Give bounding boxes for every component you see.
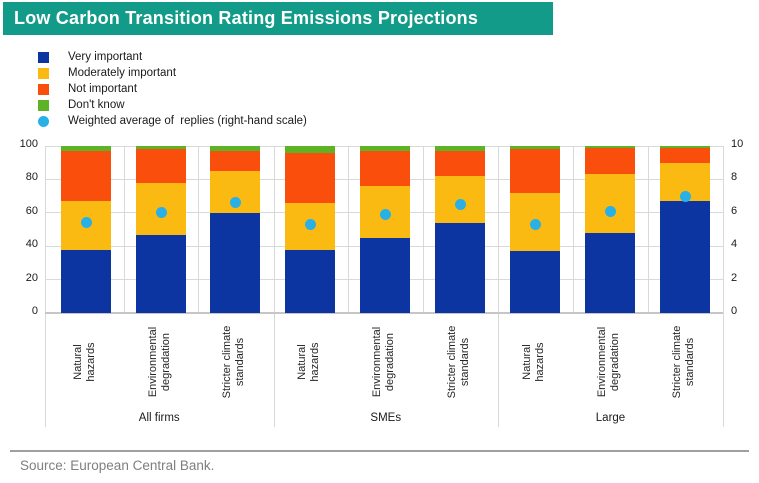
weighted-average-dot <box>379 208 391 220</box>
category-label: Stricter climate standards <box>446 325 471 399</box>
bar-segment <box>285 146 335 153</box>
weighted-average-dot <box>304 218 316 230</box>
source-note: Source: European Central Bank. <box>20 458 215 473</box>
group-label: All firms <box>138 412 180 424</box>
legend-item: Very important <box>38 50 142 64</box>
legend-item-label: Very important <box>68 51 143 63</box>
legend-item-label: Moderately important <box>68 67 177 79</box>
v-gridline <box>422 146 424 313</box>
source-divider <box>10 450 749 452</box>
v-gridline <box>647 146 649 313</box>
weighted-average-dot <box>229 197 241 209</box>
bar-segment <box>435 146 485 151</box>
legend-item-label: Not important <box>68 83 138 95</box>
group-separator <box>273 146 275 427</box>
category-label: Natural hazards <box>521 342 546 382</box>
bar-segment <box>585 146 635 148</box>
bar-segment <box>510 149 560 193</box>
bar-segment <box>435 222 485 313</box>
weighted-average-dot <box>679 190 691 202</box>
bar-segment <box>61 249 111 313</box>
right-axis-tick: 6 <box>731 204 738 217</box>
legend-item: Don't know <box>38 98 125 112</box>
group-label: SMEs <box>370 412 402 424</box>
left-axis-tick: 60 <box>25 204 38 217</box>
category-label: Natural hazards <box>296 342 321 382</box>
plot-left-border <box>45 146 46 427</box>
left-axis-tick: 20 <box>25 271 38 284</box>
v-gridline <box>198 146 199 313</box>
bar-segment <box>210 212 260 313</box>
right-axis-tick: 0 <box>731 305 738 317</box>
bar-segment <box>585 147 635 175</box>
bar-segment <box>285 249 335 313</box>
bar-segment <box>136 146 186 150</box>
legend-item: Moderately important <box>38 66 176 80</box>
bar-segment <box>360 237 410 313</box>
legend-square-icon <box>38 83 49 95</box>
bar-segment <box>136 234 186 313</box>
v-gridline <box>347 146 349 313</box>
bar-segment <box>585 232 635 313</box>
left-axis-tick: 100 <box>19 138 38 150</box>
bar-segment <box>660 147 710 163</box>
x-axis-line <box>45 312 723 314</box>
group-separator <box>498 146 499 427</box>
category-label: Stricter climate standards <box>221 325 246 399</box>
bar-segment <box>660 146 710 148</box>
category-label: Natural hazards <box>72 342 97 382</box>
plot-right-border <box>723 146 724 427</box>
bar-segment <box>360 146 410 151</box>
bar-segment <box>510 146 560 150</box>
category-label: Environmental degradation <box>596 326 621 398</box>
legend-square-icon <box>38 67 49 79</box>
bar-segment <box>660 201 710 313</box>
left-axis-tick: 80 <box>25 171 38 184</box>
legend-item-label: Don't know <box>68 99 125 111</box>
legend-square-icon <box>38 99 49 111</box>
weighted-average-dot <box>80 217 92 229</box>
bar-segment <box>510 251 560 313</box>
bar-segment <box>136 149 186 183</box>
weighted-average-dot <box>454 198 466 210</box>
category-label: Environmental degradation <box>147 326 172 398</box>
legend-square-icon <box>38 51 49 63</box>
title-banner: Low Carbon Transition Rating Emissions P… <box>3 2 553 35</box>
bar-segment <box>435 151 485 177</box>
legend-item: Not important <box>38 82 137 96</box>
right-axis-tick: 10 <box>731 138 744 150</box>
chart-title: Low Carbon Transition Rating Emissions P… <box>14 8 479 28</box>
weighted-average-dot <box>155 207 167 219</box>
bar-segment <box>360 151 410 187</box>
bar-segment <box>210 151 260 172</box>
weighted-average-dot <box>604 205 616 217</box>
legend-item: Weighted average of replies (right-hand … <box>38 114 307 128</box>
bar-segment <box>285 152 335 203</box>
weighted-average-dot <box>529 218 541 230</box>
right-axis-tick: 4 <box>731 238 738 251</box>
v-gridline <box>572 146 574 313</box>
category-label: Stricter climate standards <box>671 325 696 399</box>
bar-segment <box>61 146 111 151</box>
group-label: Large <box>595 412 626 424</box>
right-axis-tick: 2 <box>731 271 738 284</box>
category-label: Environmental degradation <box>371 326 396 398</box>
left-axis-tick: 40 <box>25 238 38 251</box>
right-axis-tick: 8 <box>731 171 738 184</box>
legend-dot-icon <box>38 115 49 127</box>
bar-segment <box>210 146 260 151</box>
left-axis-tick: 0 <box>31 305 38 317</box>
bar-segment <box>61 151 111 202</box>
v-gridline <box>123 146 125 313</box>
legend-item-label: Weighted average of replies (right-hand … <box>68 115 307 127</box>
bar-segment <box>585 174 635 233</box>
